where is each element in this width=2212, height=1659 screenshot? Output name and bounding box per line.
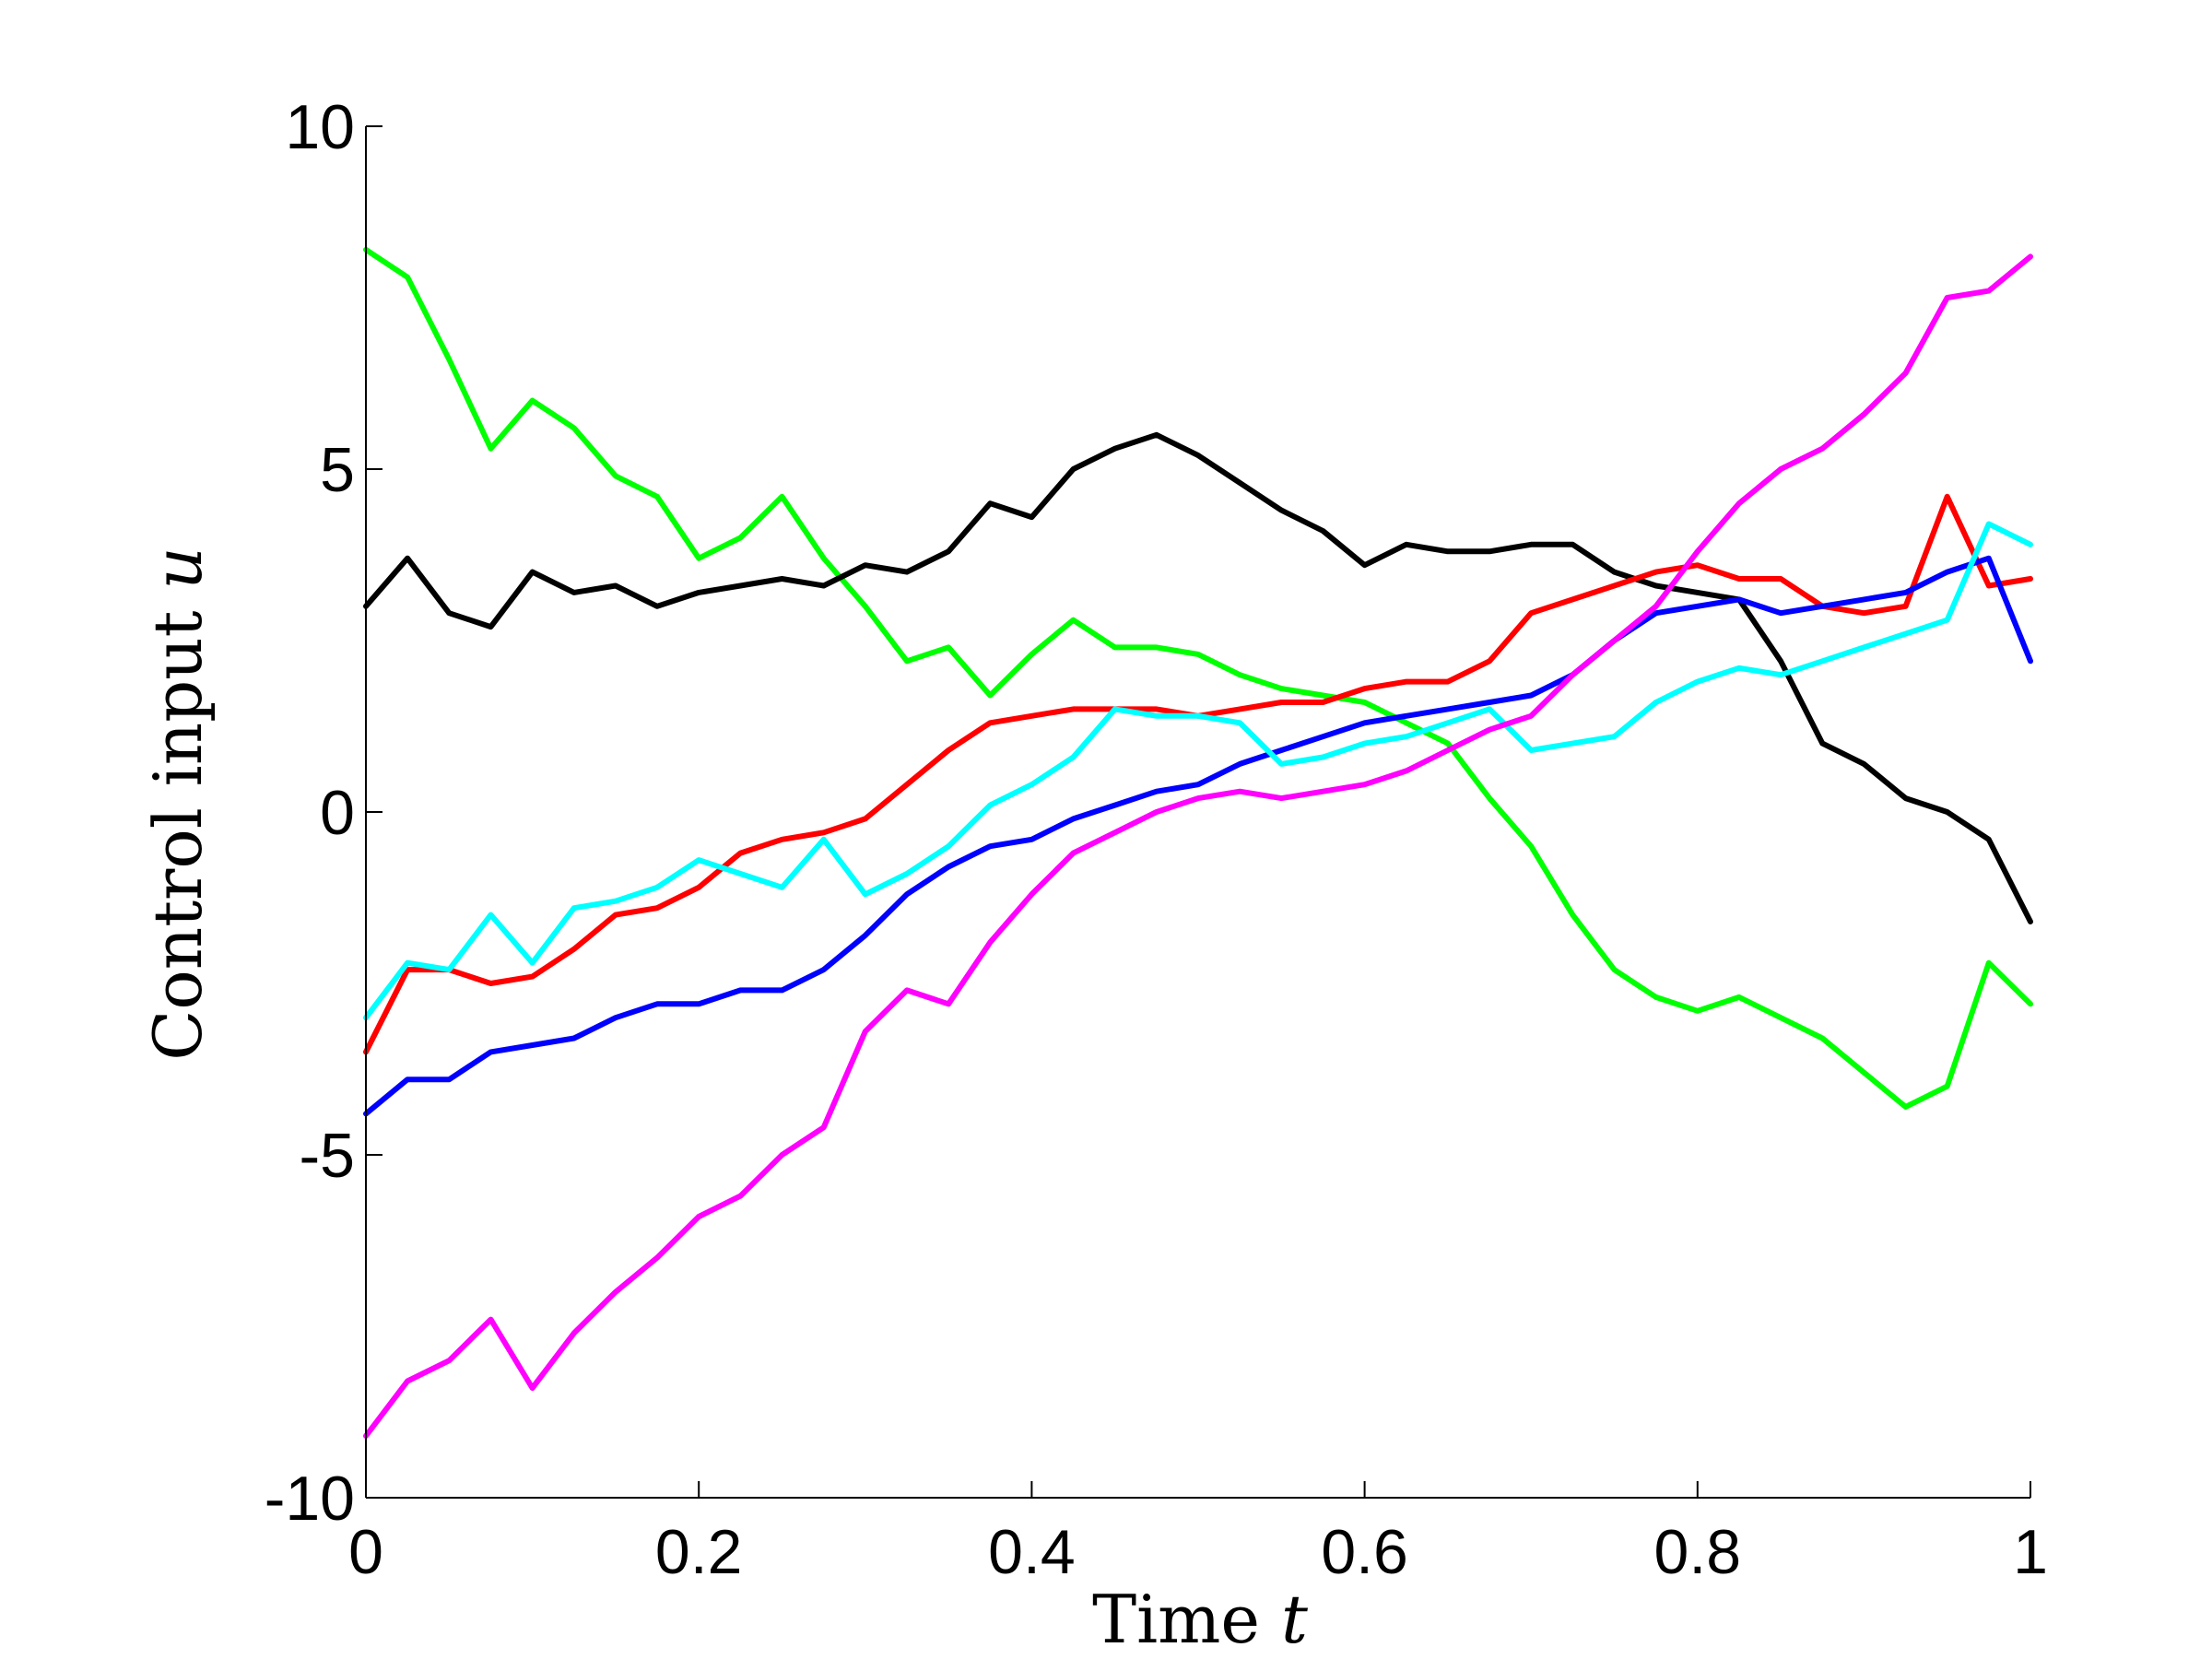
y-tick-label-2: 0 <box>320 778 355 848</box>
y-tick-label-3: 5 <box>320 435 355 505</box>
y-tick-label-0: -10 <box>265 1464 355 1534</box>
x-tick-label-1: 0.2 <box>655 1517 743 1587</box>
y-axis-title-symbol: u <box>139 547 217 589</box>
series-line-6 <box>363 253 2033 1439</box>
x-tick-label-5: 1 <box>2013 1517 2048 1587</box>
x-tick-label-2: 0.4 <box>988 1517 1076 1587</box>
x-axis-title-text: Time <box>1092 1581 1281 1658</box>
x-axis-title: Time t <box>1092 1581 1309 1658</box>
x-axis-title-symbol: t <box>1281 1581 1309 1658</box>
y-axis-title: Control input u <box>139 547 217 1060</box>
y-axis-title-text: Control input <box>139 590 217 1061</box>
x-tick-label-3: 0.6 <box>1321 1517 1408 1587</box>
series-line-4 <box>363 555 2033 1117</box>
x-tick-label-4: 0.8 <box>1654 1517 1742 1587</box>
series-line-1 <box>363 246 2033 1110</box>
x-tick-label-0: 0 <box>348 1517 383 1587</box>
y-tick-label-4: 10 <box>285 92 355 162</box>
series-group <box>363 246 2033 1439</box>
series-line-2 <box>363 431 2033 924</box>
y-tick-label-1: -5 <box>300 1121 355 1191</box>
ticks-group: 0 0.2 0.4 0.6 0.8 1 -10 -5 0 5 10 <box>265 92 2048 1587</box>
series-line-5 <box>363 521 2033 1021</box>
